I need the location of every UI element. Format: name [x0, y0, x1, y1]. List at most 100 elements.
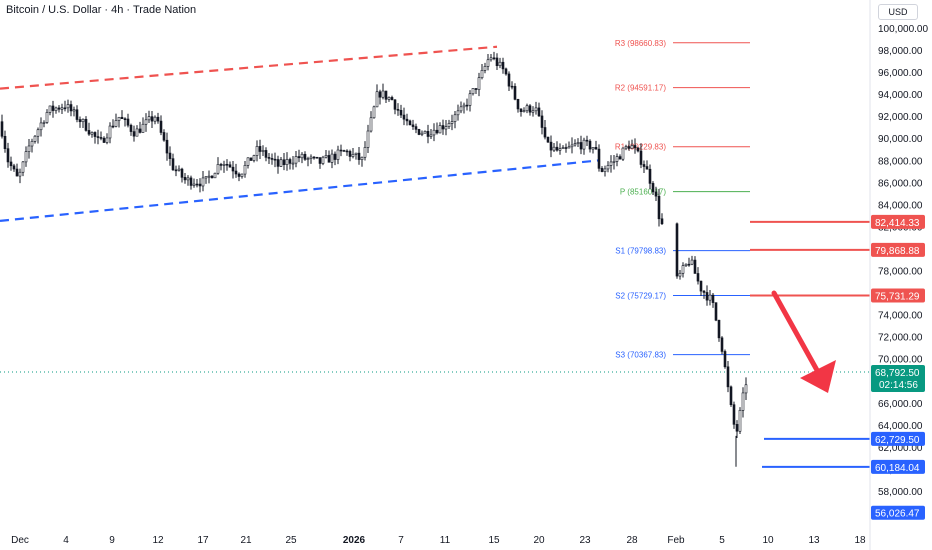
candle-body: [654, 191, 658, 197]
candle-body: [177, 168, 181, 171]
candle-body: [27, 145, 31, 152]
current-price-label: 68,792.50: [875, 368, 920, 379]
price-tick-label: 92,000.00: [878, 112, 923, 123]
candle-body: [660, 218, 664, 225]
price-tick-label: 94,000.00: [878, 90, 923, 101]
candle-body: [393, 99, 397, 110]
price-tick-label: 66,000.00: [878, 399, 923, 410]
candle-body: [411, 124, 415, 127]
price-tick-label: 62,000.00: [878, 443, 923, 454]
candle-body: [414, 126, 418, 130]
level-badge-label: 62,729.50: [875, 435, 920, 446]
time-tick-label: 23: [579, 535, 591, 546]
pivot-label: R2 (94591.17): [615, 84, 666, 93]
candle-body: [390, 97, 394, 101]
candle-body: [645, 166, 649, 170]
candle-body: [534, 107, 538, 112]
candle-body: [552, 146, 556, 151]
candle-body: [438, 125, 442, 134]
currency-selector[interactable]: USD: [878, 4, 918, 20]
candle-body: [213, 172, 217, 179]
upper-channel-line: [0, 45, 498, 90]
candle-body: [387, 97, 391, 100]
candle-body: [570, 144, 574, 148]
candle-body: [123, 118, 127, 121]
candle-body: [516, 99, 520, 110]
candle-body: [435, 129, 439, 134]
candle-body: [78, 119, 82, 123]
candle-body: [201, 177, 205, 187]
candle-body: [513, 86, 517, 100]
candle-body: [714, 302, 718, 321]
price-tick-label: 58,000.00: [878, 487, 923, 498]
candle-body: [267, 157, 271, 159]
candle-body: [564, 147, 568, 149]
candle-body: [609, 161, 613, 166]
candle-body: [3, 135, 7, 149]
candle-body: [486, 59, 490, 67]
level-badge: [871, 505, 925, 520]
time-tick-label: 12: [152, 535, 164, 546]
candle-body: [408, 120, 412, 126]
candle-body: [120, 116, 124, 120]
candle-body: [525, 105, 529, 112]
candle-body: [30, 141, 34, 147]
candle-body: [237, 173, 241, 177]
candle-body: [141, 123, 145, 133]
candle-body: [228, 164, 232, 168]
candle-body: [90, 132, 94, 135]
candle-body: [48, 105, 52, 113]
candle-body: [345, 150, 349, 153]
candle-body: [273, 158, 277, 161]
candle-body: [12, 165, 16, 170]
candle-body: [231, 166, 235, 172]
candle-body: [471, 88, 475, 95]
candle-body: [72, 109, 76, 112]
candle-body: [111, 125, 115, 128]
level-badge: [871, 459, 925, 474]
pivot-label: R3 (98660.83): [615, 39, 666, 48]
candle-body: [60, 107, 64, 110]
candle-body: [462, 104, 466, 108]
candle-body: [336, 149, 340, 160]
candle-body: [309, 156, 313, 159]
candle-body: [135, 128, 139, 137]
candle-body: [21, 161, 25, 173]
candle-body: [216, 164, 220, 174]
candle-body: [630, 145, 634, 149]
candle-body: [159, 120, 163, 133]
candle-body: [291, 162, 295, 165]
level-badge-label: 75,731.29: [875, 292, 920, 303]
candle-body: [675, 223, 679, 277]
candle-body: [603, 168, 607, 172]
candle-body: [294, 156, 298, 164]
candle-body: [87, 130, 91, 135]
candle-body: [468, 93, 472, 106]
level-badge: [871, 288, 925, 303]
level-badge-label: 60,184.04: [875, 463, 920, 474]
candle-body: [684, 263, 688, 266]
price-tick-label: 100,000.00: [878, 24, 928, 35]
candle-body: [375, 91, 379, 108]
candle-body: [348, 151, 352, 157]
candle-body: [510, 85, 514, 88]
time-tick-label: 5: [719, 535, 725, 546]
candle-body: [651, 183, 655, 193]
time-tick-label: 20: [533, 535, 545, 546]
candle-body: [270, 158, 274, 160]
candle-body: [36, 129, 40, 137]
candle-body: [258, 146, 262, 152]
candle-body: [333, 153, 337, 160]
candle-body: [423, 131, 427, 134]
candle-body: [561, 147, 565, 149]
candle-body: [249, 157, 253, 161]
candle-body: [42, 122, 46, 124]
candle-body: [114, 120, 118, 127]
candle-body: [381, 90, 385, 98]
time-tick-label: 25: [285, 535, 297, 546]
candle-body: [372, 106, 376, 119]
price-tick-label: 64,000.00: [878, 421, 923, 432]
lower-channel-line: [0, 159, 601, 222]
time-tick-label: 18: [854, 535, 866, 546]
